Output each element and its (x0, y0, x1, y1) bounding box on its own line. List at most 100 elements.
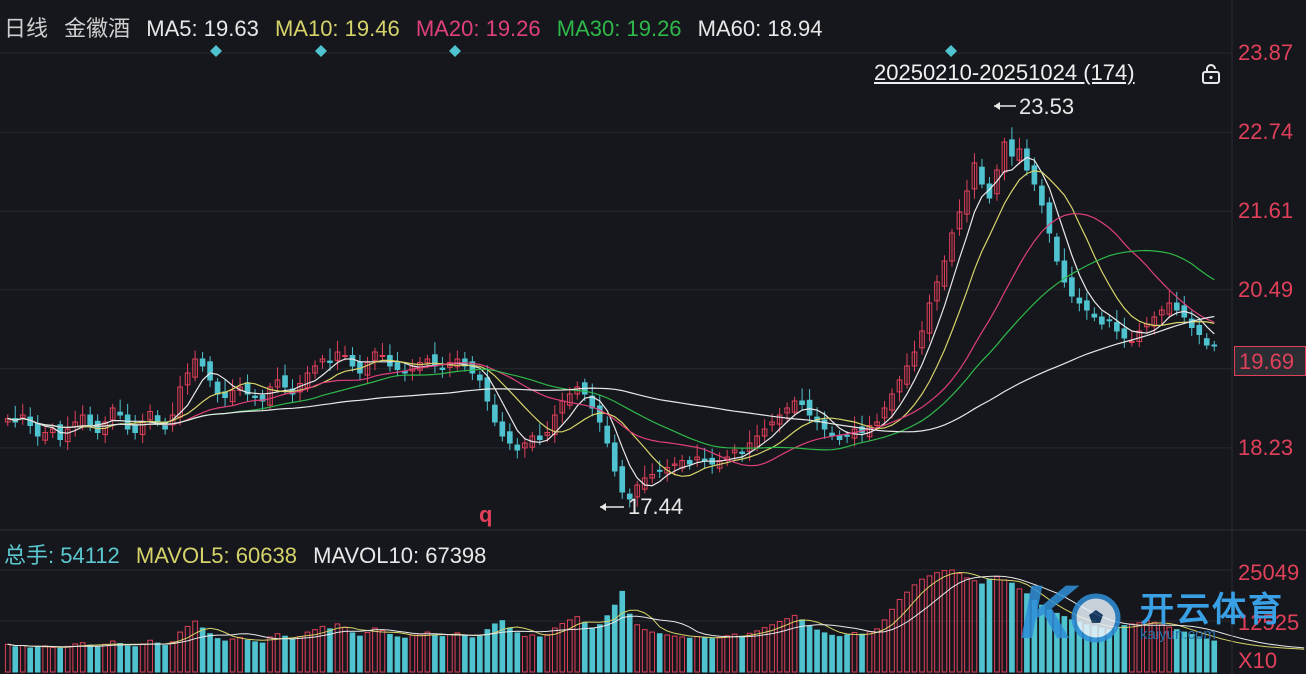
watermark-subtext: kaiyun.com (1140, 626, 1216, 643)
watermark-logo-icon: K (1020, 572, 1121, 652)
volume-bar (439, 636, 446, 673)
volume-bar (536, 636, 543, 673)
volume-bar (731, 633, 738, 673)
candle-body (626, 493, 633, 500)
top-markers (210, 45, 1016, 511)
ma30-value: 19.26 (626, 16, 682, 41)
low-arrow-head (600, 503, 606, 511)
volume-bar (1136, 622, 1143, 673)
candle-body (1114, 322, 1120, 332)
candle-body (1166, 302, 1173, 315)
volume-bar (559, 623, 566, 673)
date-range-label[interactable]: 20250210-20251024 (174) (874, 60, 1135, 85)
candle-body (64, 428, 71, 443)
candle-body (904, 365, 910, 385)
candle-body (821, 419, 828, 430)
volume-bar (289, 638, 296, 673)
candle-body (312, 365, 318, 374)
lock-icon[interactable] (1200, 63, 1222, 85)
volume-bar (1031, 599, 1038, 673)
volume-bar (1054, 612, 1060, 673)
candle-body (859, 426, 865, 433)
candle-body (1031, 165, 1038, 185)
ma10-readout: MA10: 19.46 (275, 16, 400, 41)
candles-layer (4, 127, 1218, 508)
volume-bar (162, 645, 168, 673)
candle-body (514, 444, 521, 451)
candle-body (1054, 236, 1060, 262)
ma5-value: 19.63 (203, 16, 259, 41)
volume-bar (484, 629, 491, 673)
candle-body (1091, 313, 1098, 318)
volume-bar (319, 625, 326, 673)
candle-body (521, 442, 528, 449)
candle-body (402, 371, 408, 374)
volume-bar (799, 619, 805, 673)
volume-bar (949, 569, 955, 673)
volume-bar (649, 631, 656, 673)
candle-body (1196, 324, 1203, 335)
volume-bar (544, 634, 551, 673)
ma5-label: MA5: (146, 16, 198, 41)
candle-body (1084, 300, 1090, 311)
volume-bar (72, 643, 79, 673)
volume-bar (514, 632, 521, 673)
volume-bar (686, 637, 693, 673)
candle-body (806, 399, 813, 416)
volume-bar (521, 636, 528, 673)
candle-body (214, 381, 221, 395)
volume-bars-layer (4, 569, 1218, 673)
volume-bar (814, 629, 820, 673)
volume-bar (619, 590, 626, 673)
candle-body (731, 449, 738, 454)
volume-bar (274, 633, 281, 673)
candle-body (1076, 297, 1083, 304)
vol-value: 54112 (60, 543, 120, 568)
price-axis-label: 18.23 (1238, 434, 1294, 460)
volume-bar (94, 646, 101, 673)
period-label[interactable]: 日线 (4, 16, 49, 41)
volume-bar (312, 629, 318, 673)
volume-bar (581, 621, 588, 673)
volume-bar (754, 630, 760, 673)
candle-body (94, 420, 101, 433)
volume-bar (874, 628, 880, 673)
candle-body (432, 354, 438, 367)
candle-body (536, 435, 543, 440)
candle-body (1024, 148, 1030, 171)
candle-body (1151, 316, 1158, 327)
volume-bar (229, 638, 236, 673)
mavol5-label: MAVOL5: (135, 543, 230, 568)
volume-bar (1143, 620, 1150, 673)
mavol10-value: 67398 (425, 543, 487, 568)
volume-bar (664, 634, 671, 673)
price-axis-label: 22.74 (1238, 119, 1294, 145)
ma60-label: MA60: (697, 16, 762, 41)
volume-bar (529, 634, 536, 673)
candle-body (327, 360, 333, 364)
candle-body (1016, 148, 1023, 161)
candle-body (746, 442, 753, 452)
volume-bar (1151, 621, 1158, 673)
volume-bar (1009, 582, 1015, 673)
candle-body (566, 393, 573, 406)
volume-bar (1181, 631, 1188, 673)
current-price-value: 19.69 (1239, 349, 1295, 374)
candle-body (941, 260, 948, 287)
candle-body (132, 424, 138, 433)
volume-header: 总手: 54112 MAVOL5: 60638 MAVOL10: 67398 (4, 538, 496, 570)
volume-bar (1188, 634, 1195, 673)
volume-bar (334, 623, 341, 673)
candle-body (604, 425, 611, 444)
event-marker[interactable]: q (479, 502, 493, 527)
ma30-readout: MA30: 19.26 (557, 16, 682, 41)
volume-bar (821, 632, 828, 673)
volume-bar (724, 635, 730, 673)
watermark-text: 开云体育 (1140, 591, 1284, 629)
volume-bar (177, 631, 183, 673)
volume-bar (244, 639, 251, 673)
candle-body (836, 435, 843, 440)
volume-bar (769, 624, 775, 673)
candle-body (926, 302, 933, 334)
